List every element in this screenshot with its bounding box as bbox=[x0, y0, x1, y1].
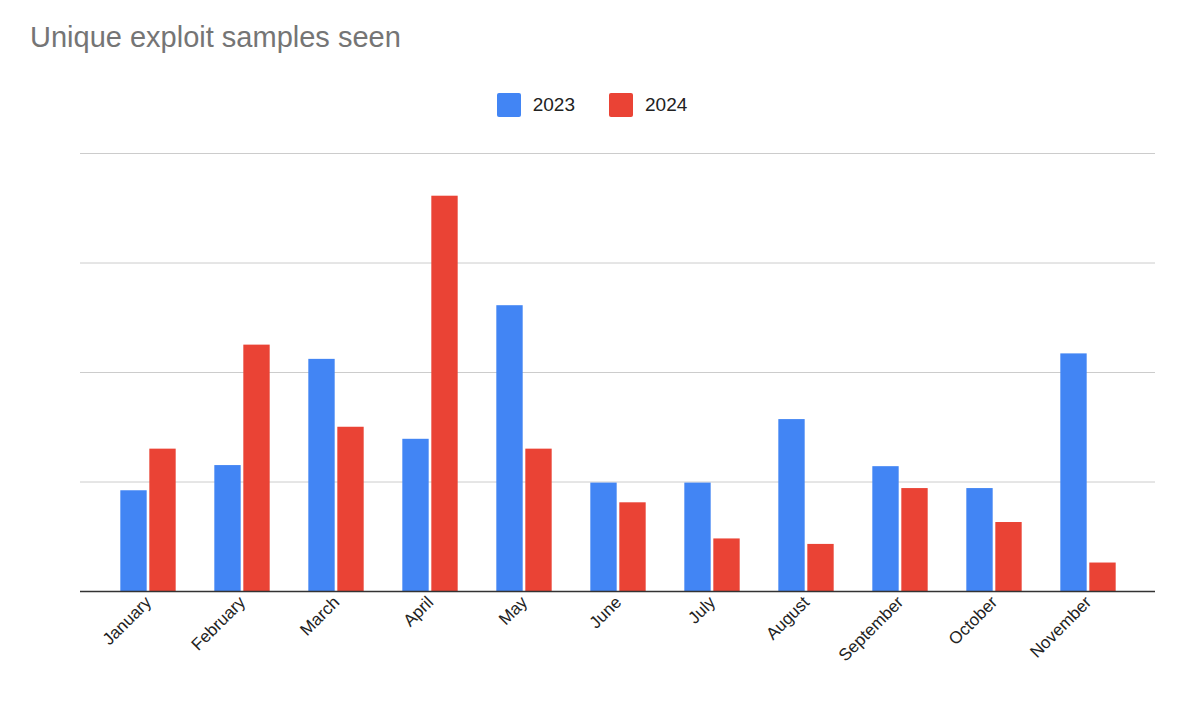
svg-text:April: April bbox=[400, 593, 437, 630]
svg-text:August: August bbox=[762, 593, 813, 644]
svg-text:May: May bbox=[495, 592, 531, 628]
html-text:2023: 2023 bbox=[532, 94, 575, 115]
svg-text:March: March bbox=[296, 593, 343, 640]
svg-text:November: November bbox=[1026, 593, 1095, 662]
svg-text:June: June bbox=[586, 593, 626, 633]
svg-text:January: January bbox=[99, 592, 156, 649]
svg-text:February: February bbox=[188, 592, 250, 654]
svg-text:July: July bbox=[684, 592, 719, 627]
svg-text:October: October bbox=[945, 593, 1001, 649]
svg-text:September: September bbox=[835, 593, 907, 665]
html-text:Unique exploit samples seen: Unique exploit samples seen bbox=[30, 21, 401, 53]
html-text:2024: 2024 bbox=[645, 94, 688, 115]
